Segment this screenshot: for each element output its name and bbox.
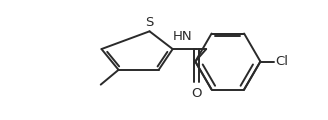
Text: S: S xyxy=(145,16,154,30)
Text: O: O xyxy=(191,87,201,100)
Text: HN: HN xyxy=(173,30,192,43)
Text: Cl: Cl xyxy=(275,55,288,68)
